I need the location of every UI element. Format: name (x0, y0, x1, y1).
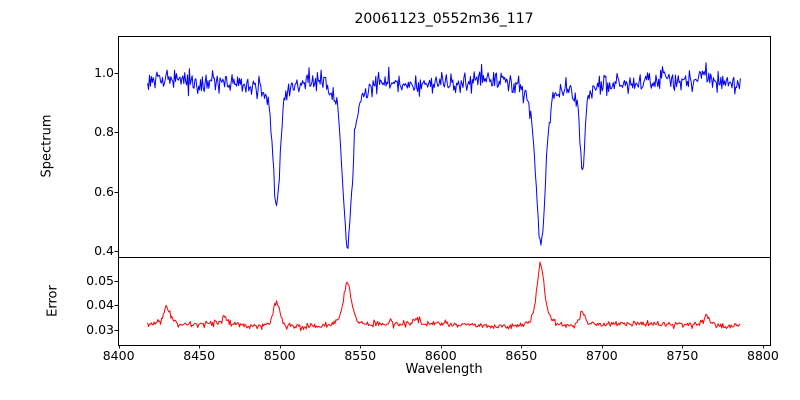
y-tick-label: 1.0 (94, 65, 114, 81)
chart-title: 20061123_0552m36_117 (354, 11, 534, 27)
spectrum-y-axis-label: Spectrum (39, 114, 55, 178)
x-axis-label: Wavelength (405, 362, 483, 377)
y-tick-label: 0.05 (86, 272, 114, 288)
x-tick-label: 8550 (344, 348, 377, 363)
x-tick-label: 8450 (183, 348, 216, 363)
y-tick-label: 0.6 (94, 183, 114, 199)
y-tick-label: 0.03 (86, 322, 114, 338)
x-tick-label: 8750 (666, 348, 699, 363)
x-tick-label: 8600 (424, 348, 457, 363)
y-tick-label: 0.8 (94, 124, 114, 140)
x-tick-label: 8800 (747, 348, 779, 363)
y-tick-label: 0.4 (94, 243, 114, 259)
x-tick-label: 8700 (585, 348, 618, 363)
error-y-axis-label: Error (45, 285, 61, 317)
x-tick-label: 8500 (263, 348, 296, 363)
y-tick-label: 0.04 (86, 297, 114, 313)
x-tick-label: 8650 (505, 348, 538, 363)
x-tick-label: 8400 (102, 348, 135, 363)
